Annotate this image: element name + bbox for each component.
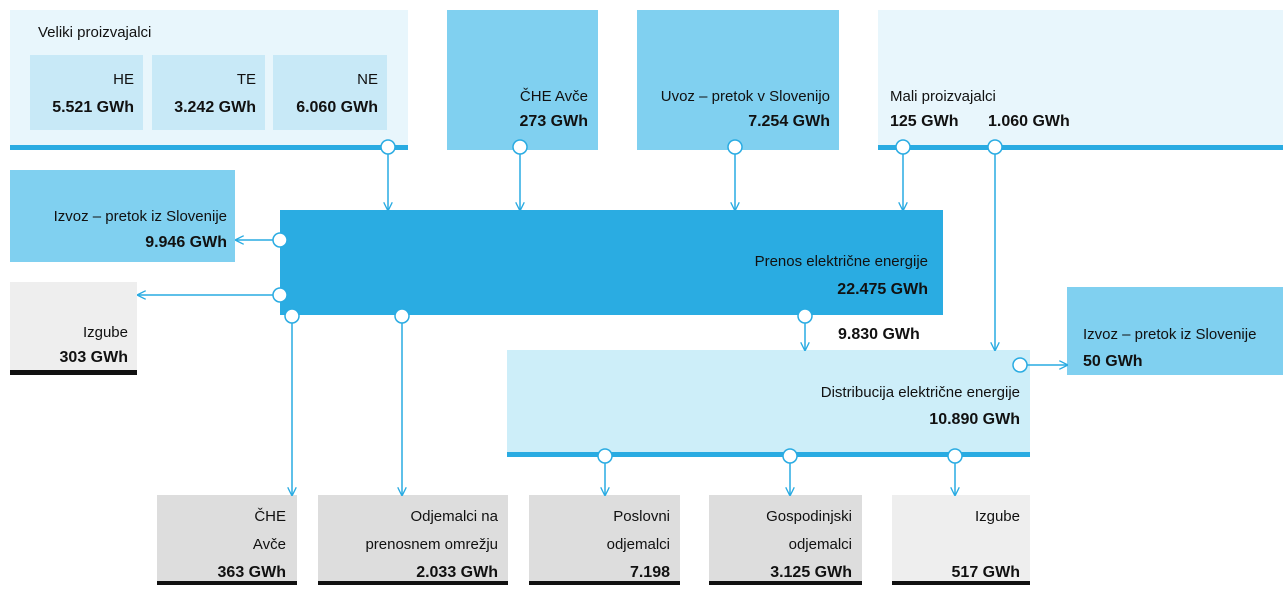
connector-dot [1012,357,1028,373]
consumer-box [318,495,508,585]
consumer-label: odjemalci [789,536,852,553]
connector-dot [394,308,410,324]
connector-dot [782,448,798,464]
connector-dot [272,287,288,303]
transmission-box [280,210,943,315]
connector-dot [947,448,963,464]
node-label: Mali proizvajalci [890,88,996,105]
box-border [892,581,1030,585]
pumped-storage-box [447,10,598,150]
consumer-value: 517 GWh [952,564,1020,581]
consumer-value: 2.033 GWh [416,564,498,581]
box-border [10,370,137,375]
consumer-box [892,495,1030,585]
consumer-box [709,495,862,585]
unit-value: 5.521 GWh [52,99,134,116]
consumer-label: prenosnem omrežju [365,536,498,553]
node-label: Izvoz – pretok iz Slovenije [54,208,227,225]
export-box [1067,287,1283,375]
box-border [709,581,862,585]
connector-dot [272,232,288,248]
labels: Veliki proizvajalci HE 5.521 GWh TE 3.24… [38,24,1256,581]
connector-dot [284,308,300,324]
box-border [529,581,680,585]
unit-box [152,55,265,130]
connector-dot [895,139,911,155]
node-value: 1.060 GWh [988,113,1070,130]
consumer-value: 3.125 GWh [770,564,852,581]
node-value: 273 GWh [520,113,588,130]
unit-box [273,55,387,130]
consumer-label: Avče [253,536,286,553]
consumer-label: Gospodinjski [766,508,852,525]
consumer-label: Poslovni [613,508,670,525]
consumer-label: Odjemalci na [410,508,498,525]
node-label: Uvoz – pretok v Slovenijo [661,88,830,105]
box-border [507,452,1030,457]
box-title: Veliki proizvajalci [38,24,151,41]
unit-box [30,55,143,130]
consumer-label: Izgube [975,508,1020,525]
import-box [637,10,839,150]
node-value: 7.254 GWh [748,113,830,130]
unit-label: NE [357,71,378,88]
connectors [138,139,1067,495]
connector-dot [380,139,396,155]
connector-dot [512,139,528,155]
node-label: Prenos električne energije [755,253,928,270]
box-border [878,145,1283,150]
connector-dot [597,448,613,464]
small-producers-box [878,10,1283,150]
unit-value: 6.060 GWh [296,99,378,116]
box-border [157,581,297,585]
node-value: 50 GWh [1083,353,1143,370]
connector-dot [727,139,743,155]
unit-label: TE [237,71,256,88]
distribution-box [507,350,1030,457]
node-value: 22.475 GWh [837,281,928,298]
export-box [10,170,235,262]
boxes [10,10,1283,585]
node-value: 303 GWh [60,349,128,366]
consumer-label: ČHE [254,508,286,525]
losses-box [10,282,137,375]
unit-label: HE [113,71,134,88]
unit-value: 3.242 GWh [174,99,256,116]
node-label: Distribucija električne energije [821,384,1020,401]
flow-label: 9.830 GWh [838,326,920,343]
connector-dot [987,139,1003,155]
node-label: Izvoz – pretok iz Slovenije [1083,326,1256,343]
box-border [318,581,508,585]
consumer-label: odjemalci [607,536,670,553]
node-value: 125 GWh [890,113,958,130]
node-value: 10.890 GWh [929,411,1020,428]
node-value: 9.946 GWh [145,234,227,251]
box-border [10,145,408,150]
consumer-value: 363 GWh [218,564,286,581]
node-label: Izgube [83,324,128,341]
consumer-box [157,495,297,585]
node-label: ČHE Avče [520,88,588,105]
consumer-box [529,495,680,585]
consumer-value: 7.198 [630,564,670,581]
connector-dot [797,308,813,324]
